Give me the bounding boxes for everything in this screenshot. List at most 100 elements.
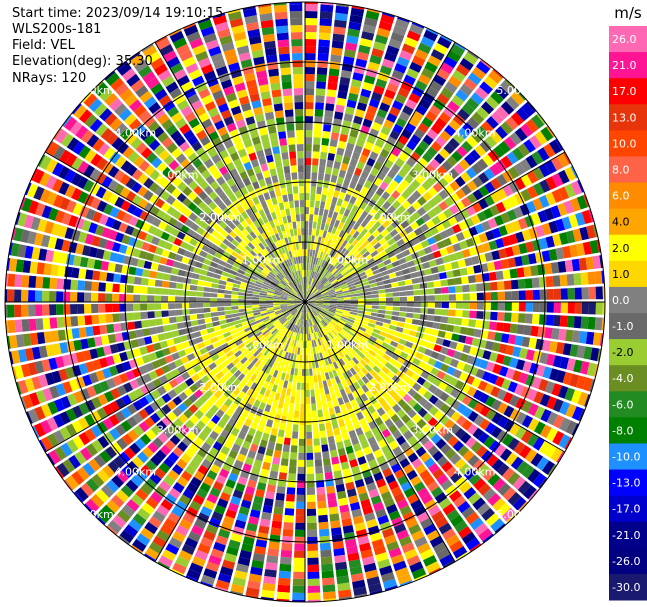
gate [508,181,520,194]
gate [291,438,298,446]
gate [387,345,396,353]
gate [448,168,460,180]
gate [299,424,305,432]
gate [302,319,305,327]
gate [90,197,101,210]
gate [437,426,449,438]
gate [315,281,321,288]
gate [166,338,175,347]
gate [564,437,573,450]
gate [57,225,68,238]
gate [475,320,483,329]
gate [473,402,485,414]
gate [329,322,336,328]
gate [333,251,340,259]
gate [441,309,449,316]
gate [210,312,219,317]
gate [592,224,598,238]
gate [437,353,446,363]
gate [396,215,406,224]
gate [319,158,327,167]
gate [328,371,334,379]
gate [144,393,155,404]
gate [569,344,579,357]
gate [439,554,454,567]
gate [338,237,345,246]
gate [470,92,484,105]
gate [247,427,256,437]
gate [385,349,394,357]
gate [426,342,436,350]
gate [122,146,135,159]
gate [306,417,312,425]
gate [197,543,211,555]
gate [364,295,372,299]
gate [315,305,323,309]
gate [439,111,452,124]
gate [447,435,459,447]
gate [126,285,134,293]
gate [77,315,86,326]
gate [251,337,259,345]
gate [309,368,313,376]
gate [247,580,261,590]
gate [311,286,316,293]
gate [55,383,66,397]
gate [65,408,77,422]
gate [93,454,107,468]
gate [410,475,422,487]
gate [367,322,376,328]
gate [293,332,297,340]
gate [170,244,180,253]
gate [375,321,384,327]
gate [260,271,268,277]
gate [40,420,52,435]
gate [400,262,409,270]
gate [545,176,557,190]
gate [397,87,410,98]
gate [371,121,382,132]
gate [329,293,337,297]
gate [383,119,395,130]
gate [452,223,462,234]
gate [342,337,350,344]
gate [238,292,246,296]
gate [220,342,229,350]
gate [225,407,235,417]
gate [445,270,454,279]
gate [267,441,276,450]
gate [220,366,230,375]
gate [512,346,522,358]
gate [136,533,151,547]
gate [290,452,298,460]
gate [406,378,416,388]
gate [375,338,384,346]
gate [177,349,187,358]
gate [328,256,334,264]
gate [521,102,535,117]
gate [247,412,255,421]
gate [224,290,232,295]
gate [413,289,421,296]
gate [300,389,305,397]
gate [331,196,338,205]
gate [135,329,144,338]
gate [211,511,224,522]
gate [180,470,193,482]
gate [343,292,351,296]
gate [552,315,561,327]
gate [589,379,595,392]
gate [479,405,491,417]
gate [311,310,317,317]
gate [426,175,437,186]
gate [532,167,545,181]
gate [169,274,178,282]
gate [422,261,431,269]
gate [284,430,292,439]
gate [423,29,438,42]
gate [99,380,110,392]
gate [363,314,371,319]
gate [408,168,419,179]
gate [528,253,537,265]
gate [517,217,528,230]
